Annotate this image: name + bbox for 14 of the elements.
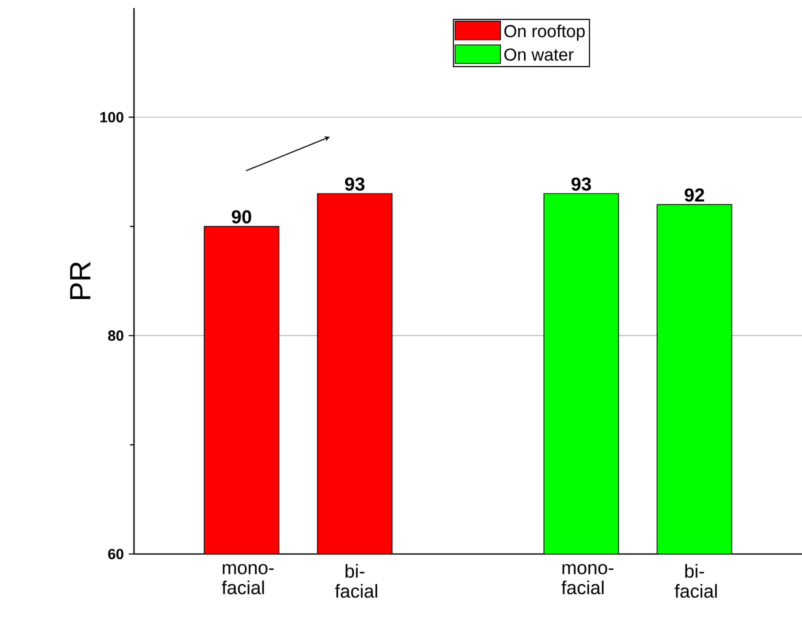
data-label: 93 <box>571 177 591 191</box>
x-tick-label: mono-facial <box>562 564 614 594</box>
y-axis-title: PR <box>70 262 90 299</box>
y-tick-label: 80 <box>108 330 124 341</box>
legend-label: On rooftop <box>504 24 585 41</box>
data-label: 90 <box>232 210 252 224</box>
y-tick-label: 60 <box>108 548 124 560</box>
y-tick-label: 100 <box>100 112 124 122</box>
x-tick-label: bi-facial <box>335 564 378 598</box>
data-label: 93 <box>345 177 364 191</box>
x-tick-label: mono-facial <box>222 564 274 594</box>
legend-label: On water <box>504 48 574 61</box>
x-tick-label: bi-facial <box>674 564 717 598</box>
data-label: 92 <box>684 188 704 202</box>
